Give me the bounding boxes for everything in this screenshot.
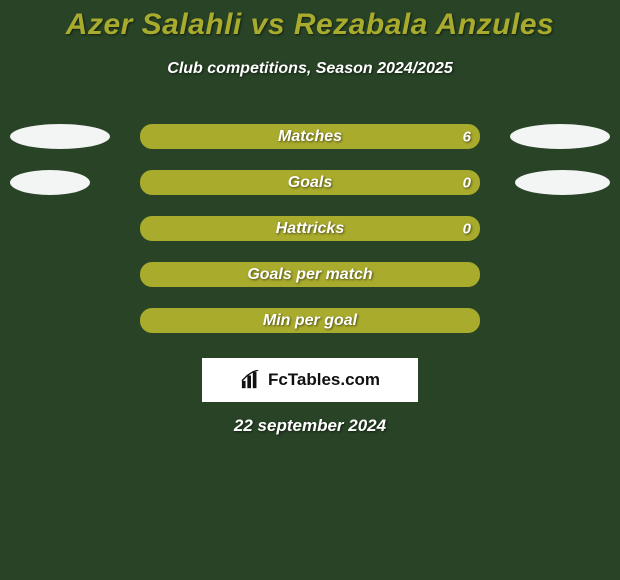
subtitle: Club competitions, Season 2024/2025 [0,60,620,78]
ellipse-left [10,124,110,149]
stat-bar: Min per goal [140,308,480,333]
stat-value: 0 [463,174,471,191]
stat-value: 0 [463,220,471,237]
stats-list: Matches 6 Goals 0 Hattricks 0 Goals per match M… [0,114,620,344]
stat-label: Min per goal [263,312,357,330]
logo-text: FcTables.com [268,370,380,390]
stat-label: Matches [278,128,342,146]
stat-row: Goals 0 [0,160,620,206]
stat-label: Hattricks [276,220,344,238]
ellipse-right [510,124,610,149]
ellipse-left [10,170,90,195]
stat-row: Hattricks 0 [0,206,620,252]
stat-label: Goals [288,174,332,192]
stat-bar: Hattricks 0 [140,216,480,241]
stat-row: Goals per match [0,252,620,298]
stat-bar: Goals per match [140,262,480,287]
comparison-infographic: Azer Salahli vs Rezabala Anzules Club co… [0,0,620,580]
stat-row: Matches 6 [0,114,620,160]
stat-label: Goals per match [247,266,372,284]
stat-value: 6 [463,128,471,145]
page-title: Azer Salahli vs Rezabala Anzules [0,0,620,42]
stat-bar: Matches 6 [140,124,480,149]
logo-box: FcTables.com [202,358,418,402]
date: 22 september 2024 [0,416,620,436]
bar-chart-icon [240,370,262,390]
stat-row: Min per goal [0,298,620,344]
stat-bar: Goals 0 [140,170,480,195]
ellipse-right [515,170,610,195]
